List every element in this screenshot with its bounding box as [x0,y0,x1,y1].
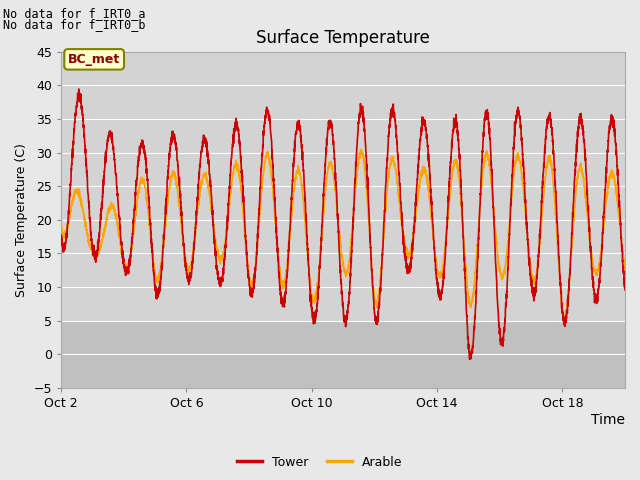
Text: BC_met: BC_met [68,53,120,66]
Bar [61,321,625,388]
X-axis label: Time: Time [591,413,625,427]
Legend: Tower, Arable: Tower, Arable [232,451,408,474]
Y-axis label: Surface Temperature (C): Surface Temperature (C) [15,143,28,297]
Text: No data for f_IRT0_b: No data for f_IRT0_b [3,18,146,31]
Text: No data for f_IRT0_a: No data for f_IRT0_a [3,7,146,20]
Title: Surface Temperature: Surface Temperature [256,29,430,48]
